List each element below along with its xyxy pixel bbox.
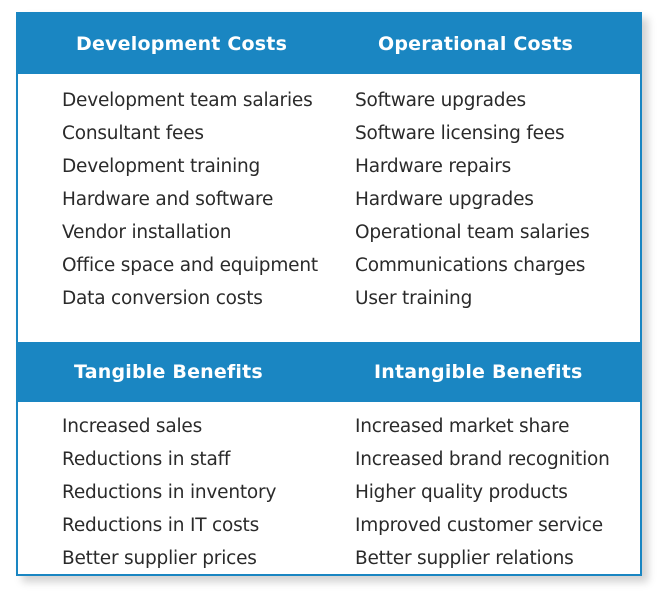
list-item: Better supplier relations — [355, 548, 574, 569]
list-item: Improved customer service — [355, 515, 603, 536]
list-item: Software upgrades — [355, 90, 526, 111]
list-item: Development team salaries — [62, 90, 313, 111]
list-item: Development training — [62, 156, 261, 177]
list-item: Reductions in IT costs — [62, 515, 260, 536]
list-item: Higher quality products — [355, 482, 568, 503]
costs-benefits-table: Development Costs Operational Costs Deve… — [16, 12, 642, 576]
list-item: Reductions in staff — [62, 449, 231, 470]
intangible-benefits-list: Increased market share Increased brand r… — [355, 410, 610, 575]
benefits-header-band: Tangible Benefits Intangible Benefits — [18, 342, 640, 402]
list-item: Vendor installation — [62, 222, 232, 243]
intangible-benefits-heading: Intangible Benefits — [374, 361, 583, 383]
operational-costs-list: Software upgrades Software licensing fee… — [355, 84, 590, 315]
list-item: Reductions in inventory — [62, 482, 277, 503]
development-costs-heading: Development Costs — [76, 33, 288, 55]
list-item: Increased market share — [355, 416, 570, 437]
tangible-benefits-list: Increased sales Reductions in staff Redu… — [62, 410, 276, 575]
costs-header-band: Development Costs Operational Costs — [18, 14, 640, 74]
list-item: User training — [355, 288, 473, 309]
list-item: Operational team salaries — [355, 222, 590, 243]
list-item: Software licensing fees — [355, 123, 565, 144]
development-costs-list: Development team salaries Consultant fee… — [62, 84, 318, 315]
list-item: Hardware repairs — [355, 156, 512, 177]
list-item: Increased brand recognition — [355, 449, 610, 470]
list-item: Better supplier prices — [62, 548, 257, 569]
list-item: Communications charges — [355, 255, 586, 276]
list-item: Hardware and software — [62, 189, 274, 210]
list-item: Hardware upgrades — [355, 189, 534, 210]
list-item: Increased sales — [62, 416, 203, 437]
tangible-benefits-heading: Tangible Benefits — [74, 361, 263, 383]
list-item: Consultant fees — [62, 123, 204, 144]
list-item: Data conversion costs — [62, 288, 263, 309]
operational-costs-heading: Operational Costs — [378, 33, 574, 55]
list-item: Office space and equipment — [62, 255, 318, 276]
